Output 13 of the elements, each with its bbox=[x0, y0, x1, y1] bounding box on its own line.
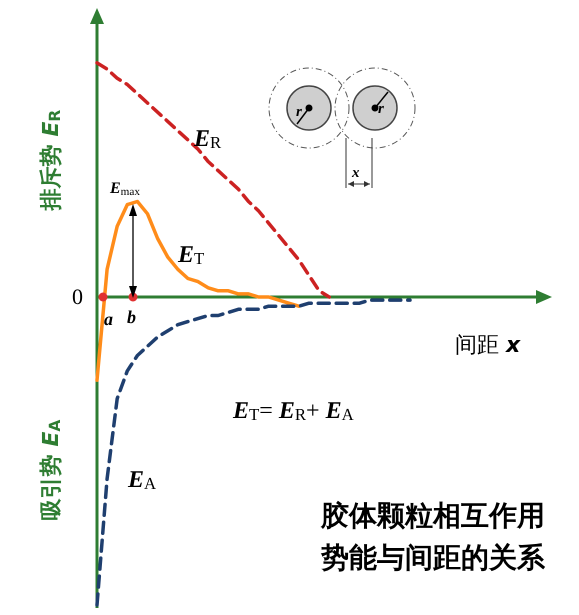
series-label: E$_{R}$ bbox=[193, 126, 222, 152]
annotation: x bbox=[351, 165, 360, 181]
x-axis-title: 间距 x bbox=[455, 333, 521, 358]
series-label: E$_{A}$ bbox=[127, 467, 156, 493]
ref-line-label: 0 bbox=[72, 284, 83, 309]
series-label: E$_{T}$ bbox=[177, 242, 204, 268]
text: 胶体颗粒相互作用势能与间距的关系 bbox=[320, 499, 546, 574]
annotation: b bbox=[127, 307, 136, 327]
annotation: r bbox=[378, 101, 384, 117]
annotation: E$_{T}$= E$_{R}$+ E$_{A}$ bbox=[232, 398, 354, 424]
annotation: a bbox=[104, 309, 113, 329]
annotation: r bbox=[296, 104, 302, 120]
annotation: E$_{max}$ bbox=[109, 180, 140, 198]
